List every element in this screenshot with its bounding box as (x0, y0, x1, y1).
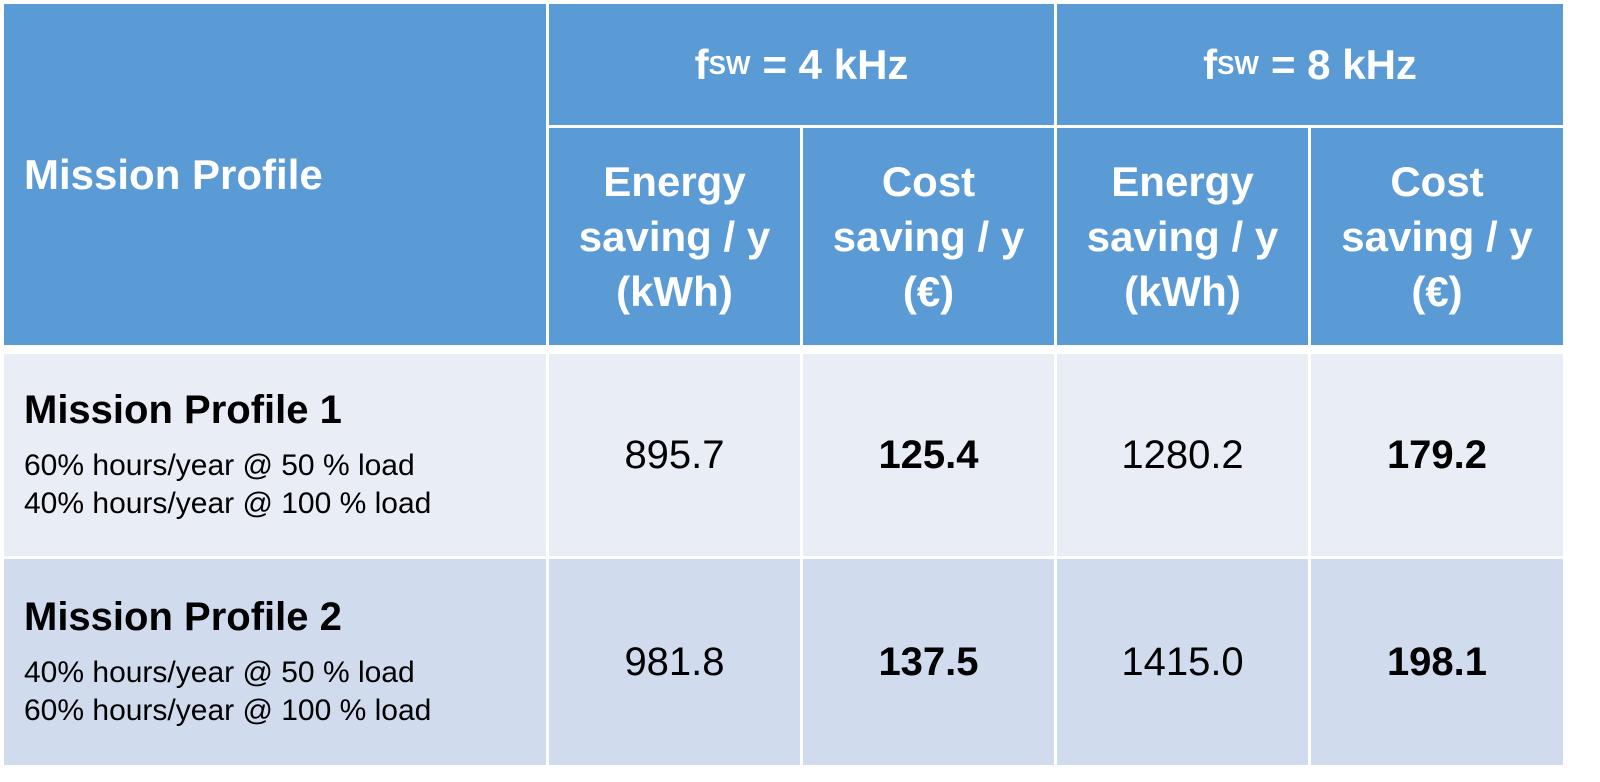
group-text: = 8 kHz (1270, 41, 1417, 88)
header-text: Mission Profile (24, 151, 323, 198)
row-header: Mission Profile 2 40% hours/year @ 50 % … (4, 559, 546, 765)
column-header: Cost saving / y (€) (803, 128, 1054, 345)
row-detail: 60% hours/year @ 50 % load (24, 448, 415, 482)
group-header: f SW = 8 kHz (1057, 4, 1563, 125)
header-text: Energy saving / y (kWh) (1086, 158, 1279, 315)
header-text: Cost saving / y (€) (832, 158, 1025, 315)
cell: 981.8 (549, 559, 800, 765)
column-header: Energy saving / y (kWh) (1057, 128, 1308, 345)
row-detail: 60% hours/year @ 100 % load (24, 693, 432, 727)
row-title: Mission Profile 2 (24, 594, 342, 639)
symbol: f (1203, 41, 1218, 88)
group-header: f SW = 4 kHz (549, 4, 1054, 125)
row-detail: 40% hours/year @ 100 % load (24, 486, 432, 520)
cell: 895.7 (549, 354, 800, 556)
cell: 198.1 (1311, 559, 1563, 765)
column-header: Cost saving / y (€) (1311, 128, 1563, 345)
column-header: Energy saving / y (kWh) (549, 128, 800, 345)
row-detail: 40% hours/year @ 50 % load (24, 655, 415, 689)
cell: 1415.0 (1057, 559, 1308, 765)
header-text: Cost saving / y (€) (1341, 158, 1533, 315)
row-header: Mission Profile 1 60% hours/year @ 50 % … (4, 354, 546, 556)
symbol: f (694, 41, 709, 88)
cell: 1280.2 (1057, 354, 1308, 556)
cell: 137.5 (803, 559, 1054, 765)
header-text: Energy saving / y (kWh) (578, 158, 771, 315)
group-text: = 4 kHz (762, 41, 909, 88)
cell: 179.2 (1311, 354, 1563, 556)
cell: 125.4 (803, 354, 1054, 556)
row-title: Mission Profile 1 (24, 387, 342, 432)
corner-header: Mission Profile (4, 4, 546, 345)
